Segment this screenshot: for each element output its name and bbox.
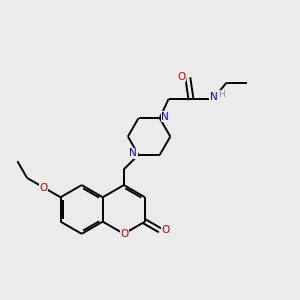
- Text: O: O: [40, 183, 48, 193]
- Text: N: N: [210, 92, 218, 102]
- Text: N: N: [129, 148, 137, 158]
- Text: H: H: [218, 90, 225, 99]
- Text: N: N: [161, 112, 169, 122]
- Text: O: O: [177, 72, 185, 82]
- Text: O: O: [120, 229, 129, 239]
- Text: O: O: [161, 225, 170, 235]
